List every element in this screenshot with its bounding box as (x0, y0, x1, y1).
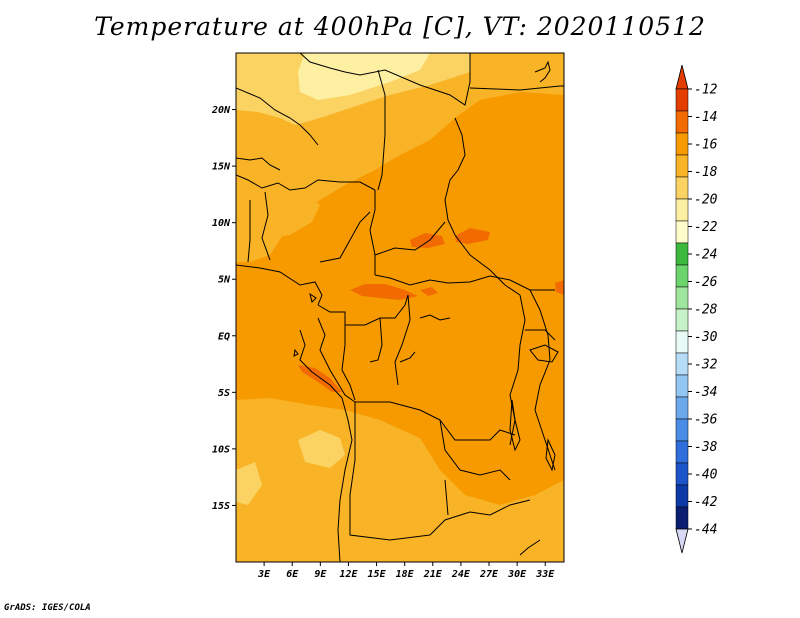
map-frame (235, 52, 565, 563)
colorbar-swatch (675, 132, 689, 156)
temperature-field (236, 53, 564, 562)
colorbar-swatch (675, 198, 689, 222)
colorbar-label: -28 (694, 303, 718, 318)
field-band-minus20-minus18-south-1 (298, 430, 345, 468)
colorbar-top-triangle (675, 64, 689, 90)
map-title: Temperature at 400hPa [C], VT: 202011051… (94, 12, 706, 41)
colorbar-swatch (675, 154, 689, 178)
colorbar-label: -20 (694, 193, 718, 208)
colorbar-swatch (675, 308, 689, 332)
colorbar-label: -26 (694, 275, 718, 290)
lon-tick-label: 18E (396, 569, 415, 580)
colorbar-label: -44 (694, 523, 717, 538)
lon-tick-label: 24E (451, 569, 471, 580)
colorbar-label: -22 (694, 220, 718, 235)
colorbar-swatch (675, 330, 689, 354)
colorbar-label: -18 (694, 165, 718, 180)
latitude-axis: 20N 15N 10N 5N EQ 5S 10S 15S (211, 105, 236, 512)
colorbar-label: -40 (694, 468, 718, 483)
lat-tick-label: 15N (212, 162, 231, 173)
field-band-minus14-minus12-1 (410, 233, 445, 248)
colorbar-swatch (675, 352, 689, 376)
lon-tick-label: 21E (423, 569, 443, 580)
field-band-minus14-minus12-6 (555, 280, 564, 295)
longitude-axis: 3E 6E 9E 12E 15E 18E 21E 24E 27E 30E 33E (257, 562, 555, 580)
colorbar-swatch (675, 264, 689, 288)
grads-credit: GrADS: IGES/COLA (4, 603, 91, 613)
colorbar-label: -32 (694, 358, 718, 373)
lat-tick-label: 5N (218, 275, 231, 286)
lon-tick-label: 12E (339, 569, 358, 580)
colorbar: -12 -14 -16 -18 -20 -22 -24 -26 -28 -30 -32 -34 -36 -… (675, 64, 718, 554)
colorbar-label: -34 (694, 385, 717, 400)
lat-tick-label: EQ (218, 331, 230, 342)
lat-tick-label: 10N (212, 218, 231, 229)
colorbar-swatch (675, 286, 689, 310)
colorbar-bottom-triangle (675, 528, 689, 554)
colorbar-swatch (675, 220, 689, 244)
colorbar-label: -30 (694, 330, 718, 345)
colorbar-swatch (675, 396, 689, 420)
colorbar-label: -38 (694, 440, 718, 455)
field-band-minus14-minus12-3 (350, 284, 418, 300)
lat-tick-label: 5S (218, 388, 230, 399)
colorbar-swatch (675, 110, 689, 134)
lon-tick-label: 30E (507, 569, 527, 580)
colorbar-label: -24 (694, 248, 717, 263)
field-band-minus14-minus12-2 (455, 228, 490, 244)
lat-tick-label: 15S (212, 501, 230, 512)
colorbar-swatch (675, 88, 689, 112)
colorbar-swatch (675, 242, 689, 266)
lat-tick-label: 20N (211, 105, 231, 116)
field-band-minus22-minus20-north (298, 53, 430, 100)
colorbar-label: -16 (694, 138, 718, 153)
colorbar-swatch (675, 484, 689, 508)
field-band-minus20-minus18-south-2 (236, 462, 262, 505)
colorbar-swatch (675, 176, 689, 200)
lon-tick-label: 33E (535, 569, 555, 580)
field-band-minus14-minus12-5 (298, 365, 342, 392)
colorbar-swatch (675, 418, 689, 442)
field-band-minus14-minus12-4 (420, 287, 438, 296)
field-band-minus18-minus16-nw (236, 170, 320, 240)
colorbar-swatch (675, 374, 689, 398)
lon-tick-label: 6E (286, 569, 299, 580)
lon-tick-label: 15E (368, 569, 387, 580)
colorbar-swatch (675, 462, 689, 486)
country-borders (236, 53, 564, 562)
colorbar-label: -14 (694, 110, 717, 125)
colorbar-swatch (675, 440, 689, 464)
colorbar-label: -12 (694, 83, 718, 98)
colorbar-label: -42 (694, 495, 718, 510)
lon-tick-label: 3E (257, 569, 271, 580)
lon-tick-label: 27E (479, 569, 499, 580)
lat-tick-label: 10S (212, 444, 230, 455)
colorbar-swatch (675, 506, 689, 530)
colorbar-label: -36 (694, 413, 718, 428)
lon-tick-label: 9E (314, 569, 327, 580)
